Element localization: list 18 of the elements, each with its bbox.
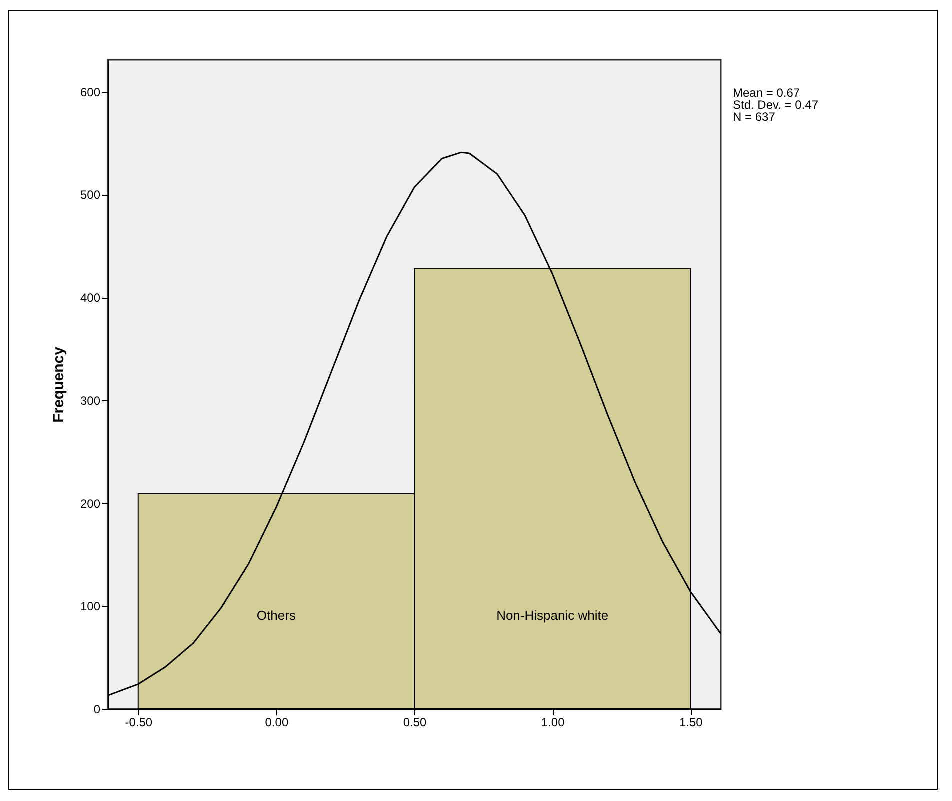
category-label: Non-Hispanic white [496,608,609,623]
y-tick-label: 0 [94,702,101,716]
text: N = 637 [733,110,776,124]
y-tick-label: 200 [80,496,101,511]
y-axis-title: Frequency [50,346,68,423]
x-tick-label: 0.50 [403,716,427,730]
x-tick-label: 1.50 [679,716,704,730]
y-tick-label: 100 [80,600,101,614]
y-tick-label: 400 [80,291,101,306]
y-tick-label: 500 [80,188,101,202]
x-tick-label: 1.00 [541,716,566,730]
x-tick-label: 0.00 [265,716,289,730]
y-tick-label: 600 [80,85,101,100]
category-label: Others [256,608,296,623]
x-tick-label: -0.50 [125,716,153,730]
text: Std. Dev. = 0.47 [733,98,819,112]
text: Mean = 0.67 [733,86,800,100]
y-tick-label: 300 [80,394,101,408]
